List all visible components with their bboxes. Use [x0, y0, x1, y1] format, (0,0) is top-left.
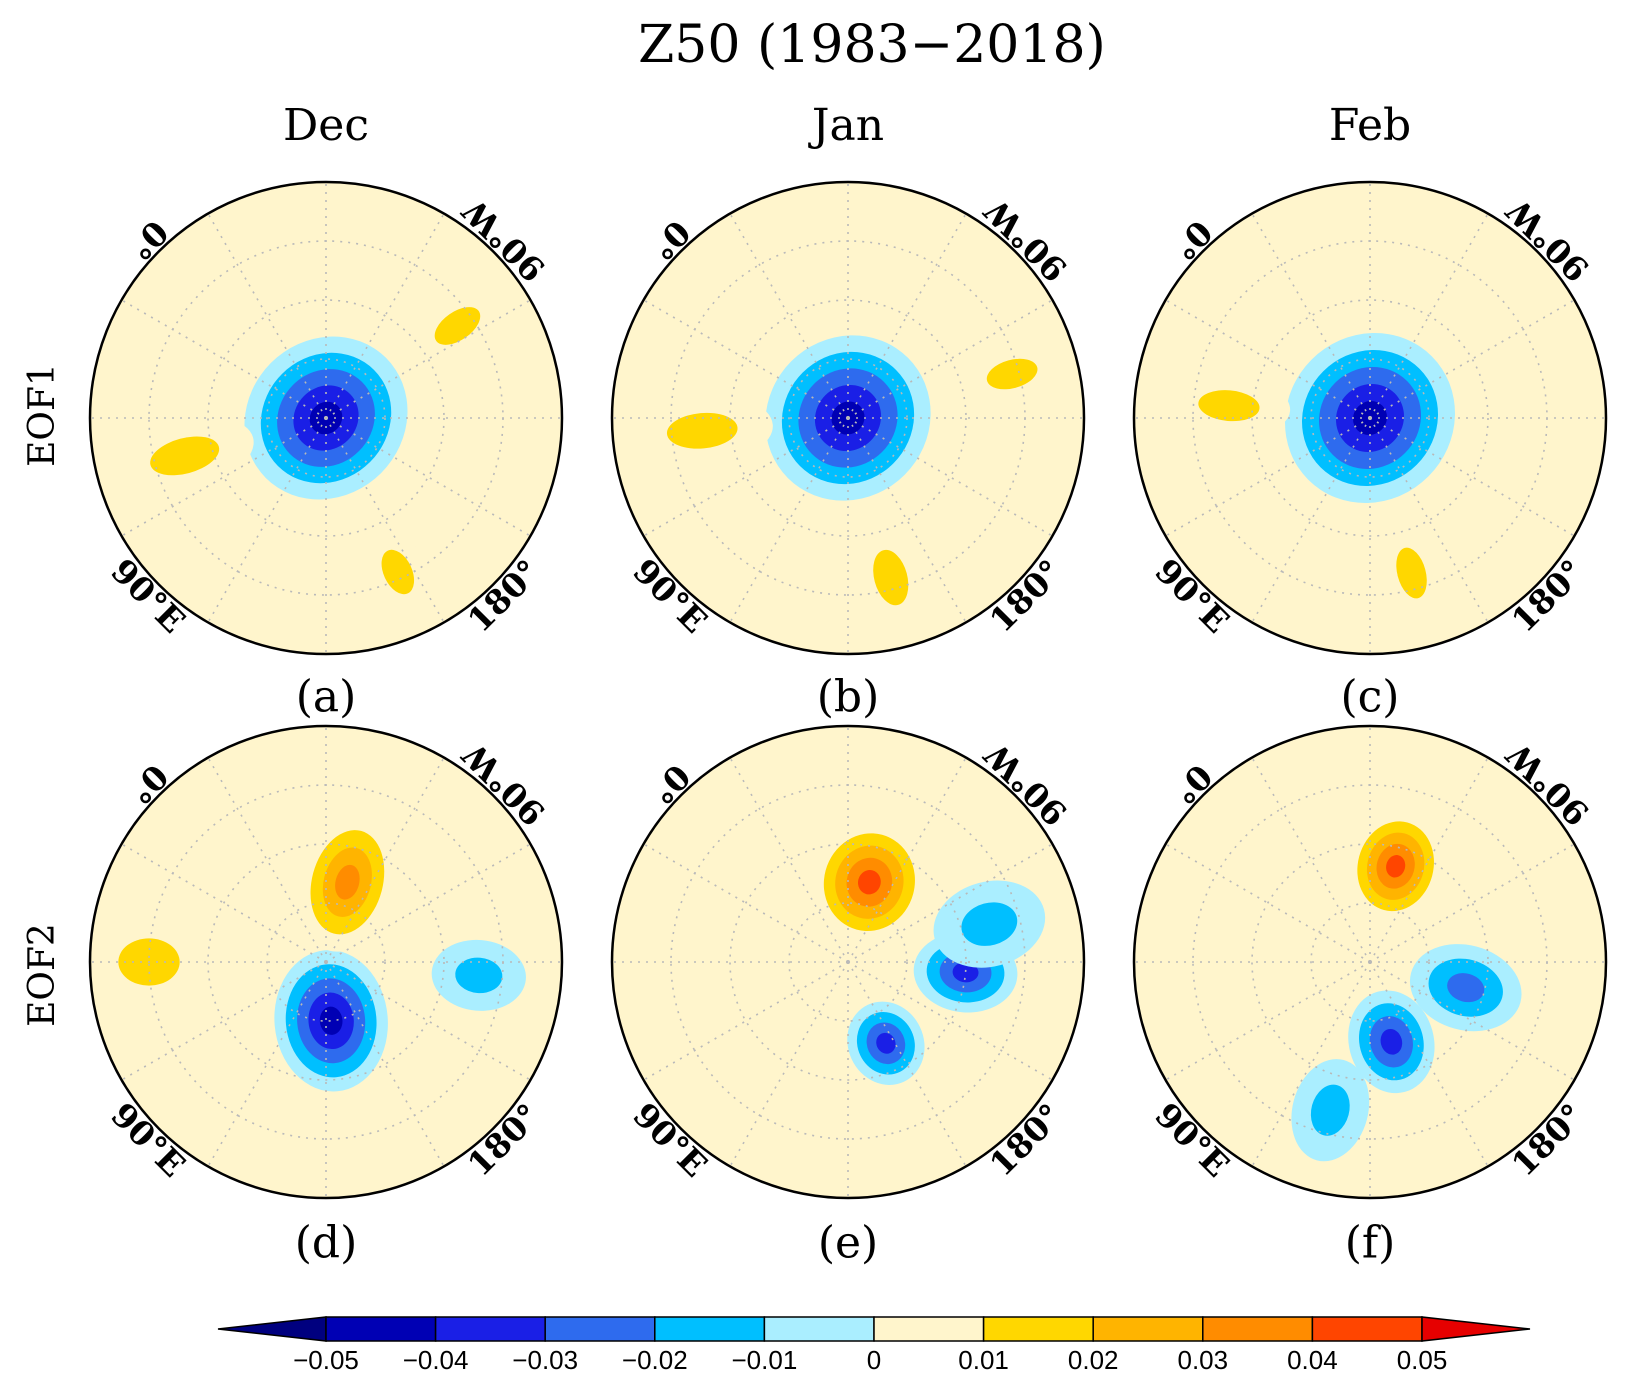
map-boundary	[610, 724, 1086, 1200]
latitude-gridline	[729, 299, 967, 537]
contour-pos-1-2	[1396, 547, 1427, 599]
contour-pos-1-2	[873, 549, 909, 606]
colorbar-segment-1	[434, 1316, 546, 1342]
map-boundary	[610, 180, 1086, 656]
contour-neg-3-2	[961, 902, 1018, 946]
contour-neg-2-3	[1447, 973, 1485, 1003]
latitude-gridline	[1310, 902, 1430, 1022]
contour-pos-2-2	[150, 436, 220, 476]
contour-pos-0-5	[1386, 855, 1406, 878]
row-label-eof1: EOF1	[22, 363, 63, 467]
colorbar-segment-2	[544, 1316, 656, 1342]
map-panel-b	[610, 180, 1086, 656]
contour-pos-2-2	[666, 412, 738, 449]
colorbar-extend-low	[217, 1316, 327, 1342]
contour-pos-1-4	[335, 864, 360, 900]
colorbar	[217, 1316, 1531, 1342]
colorbar-segment-8	[1202, 1316, 1314, 1342]
colorbar-tick-label: −0.04	[403, 1345, 469, 1375]
panel-label: (b)	[817, 672, 880, 723]
map-panel-d	[88, 724, 564, 1200]
column-title-feb: Feb	[1329, 100, 1411, 151]
contour-neg-3-2	[455, 957, 503, 994]
panel-label: (a)	[296, 672, 357, 723]
colorbar-tick-label: 0	[867, 1345, 881, 1375]
colorbar-segment-9	[1311, 1316, 1423, 1342]
colorbar-tick-labels: −0.05 −0.04 −0.03 −0.02 −0.01 0 0.01 0.02 0.03 0.…	[293, 1345, 1447, 1375]
panel-label: (d)	[295, 1218, 358, 1269]
map-panel-e	[610, 724, 1086, 1200]
colorbar-segment-6	[982, 1316, 1094, 1342]
latitude-gridline	[1310, 358, 1430, 478]
colorbar-tick-label: −0.03	[512, 1345, 578, 1375]
latitude-gridline	[207, 843, 445, 1081]
colorbar-tick-label: 0.05	[1397, 1345, 1448, 1375]
colorbar-tick-label: −0.05	[293, 1345, 359, 1375]
latitude-gridline	[788, 358, 908, 478]
contour-neg-1-4	[876, 1032, 896, 1054]
map-panel-f	[1132, 724, 1608, 1200]
colorbar-segment-4	[763, 1316, 875, 1342]
map-boundary	[88, 724, 564, 1200]
panel-label: (c)	[1341, 672, 1400, 723]
contour-neg-1-4	[1380, 1028, 1403, 1055]
latitude-gridline	[788, 902, 908, 1022]
figure-title: Z50 (1983−2018)	[638, 15, 1106, 75]
colorbar-extend-high	[1421, 1316, 1531, 1342]
map-boundary	[88, 180, 564, 656]
colorbar-tick-label: −0.01	[732, 1345, 798, 1375]
column-title-jan: Jan	[808, 100, 884, 151]
contour-pos-2-2	[1198, 390, 1260, 422]
colorbar-segment-0	[325, 1316, 437, 1342]
colorbar-tick-label: 0.01	[958, 1345, 1009, 1375]
latitude-gridline	[207, 299, 445, 537]
contour-pos-1-2	[381, 549, 415, 595]
colorbar-segment-3	[654, 1316, 766, 1342]
contour-pos-3-2	[986, 358, 1038, 390]
contour-pos-3-2	[434, 307, 481, 345]
panel-label: (f)	[1345, 1218, 1396, 1269]
latitude-gridline	[1251, 299, 1489, 537]
latitude-gridline	[1251, 843, 1489, 1081]
contour-pos-0-5	[857, 870, 881, 895]
colorbar-tick-label: 0.04	[1287, 1345, 1338, 1375]
colorbar-tick-label: 0.03	[1177, 1345, 1228, 1375]
colorbar-segment-5	[873, 1316, 985, 1342]
column-title-dec: Dec	[283, 100, 369, 151]
contour-neg-3-2	[1310, 1084, 1350, 1136]
latitude-gridline	[266, 902, 386, 1022]
colorbar-tick-label: −0.02	[622, 1345, 688, 1375]
colorbar-tick-label: 0.02	[1068, 1345, 1119, 1375]
map-boundary	[1132, 180, 1608, 656]
map-panel-a	[88, 180, 564, 656]
latitude-gridline	[729, 843, 967, 1081]
panel-label: (e)	[818, 1218, 878, 1269]
latitude-gridline	[266, 358, 386, 478]
contour-neg-2-4	[952, 962, 979, 983]
row-label-eof2: EOF2	[22, 923, 63, 1027]
map-panel-c	[1132, 180, 1608, 656]
colorbar-segment-7	[1092, 1316, 1204, 1342]
map-boundary	[1132, 724, 1608, 1200]
